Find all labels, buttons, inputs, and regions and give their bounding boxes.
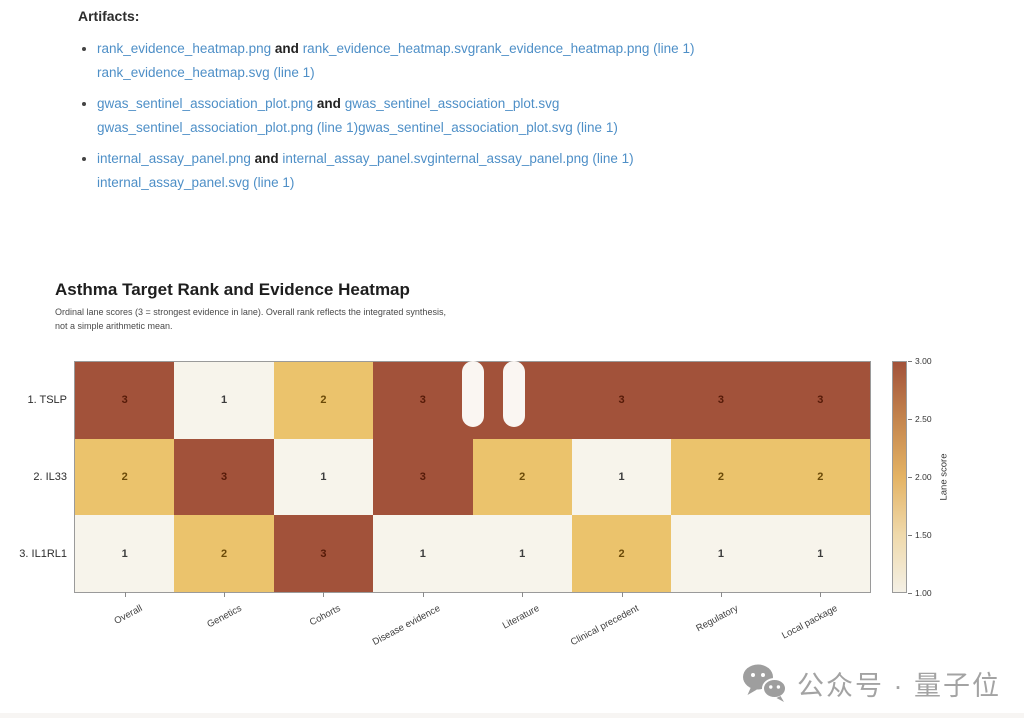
x-tick bbox=[522, 592, 524, 597]
chart-subtitle: Ordinal lane scores (3 = strongest evide… bbox=[55, 305, 446, 333]
heatmap-cell: 3 bbox=[373, 438, 473, 516]
conjunction-text: and bbox=[316, 96, 341, 111]
heatmap-cell: 3 bbox=[770, 362, 870, 439]
x-tick bbox=[124, 592, 126, 597]
artifact-item: gwas_sentinel_association_plot.png and g… bbox=[97, 92, 838, 140]
heatmap-plot: 312333332313212212311211 1. TSLP 2. IL33 3… bbox=[19, 361, 871, 648]
watermark: 公众号 · 量子位 bbox=[741, 662, 1001, 704]
heatmap-cell: 1 bbox=[472, 515, 572, 592]
conjunction-text: and bbox=[254, 151, 279, 166]
wechat-icon bbox=[743, 664, 787, 702]
artifacts-heading: Artifacts: bbox=[78, 8, 140, 24]
artifact-item: rank_evidence_heatmap.png and rank_evide… bbox=[97, 37, 838, 85]
colorbar-tick bbox=[908, 477, 912, 478]
chart-subtitle-line1: Ordinal lane scores (3 = strongest evide… bbox=[55, 307, 446, 317]
row-label: 3. IL1RL1 bbox=[19, 547, 67, 560]
artifacts-section: Artifacts: rank_evidence_heatmap.png and… bbox=[78, 8, 838, 202]
colorbar-tick bbox=[908, 593, 912, 594]
x-tick bbox=[720, 592, 722, 597]
x-tick bbox=[224, 592, 226, 597]
artifact-link-line2[interactable]: rank_evidence_heatmap.svg (line 1) bbox=[97, 65, 315, 80]
watermark-text: 公众号 · 量子位 bbox=[797, 670, 1001, 701]
heatmap-cell: 3 bbox=[273, 515, 374, 592]
chart-title: Asthma Target Rank and Evidence Heatmap bbox=[55, 280, 410, 299]
colorbar-label: Lane score bbox=[938, 453, 950, 501]
bottom-strip bbox=[0, 713, 1024, 718]
heatmap-cell: 2 bbox=[75, 438, 175, 516]
artifact-link-png[interactable]: internal_assay_panel.png bbox=[97, 151, 251, 166]
artifact-link-svg[interactable]: internal_assay_panel.svginternal_assay_p… bbox=[282, 151, 634, 166]
artifacts-list: rank_evidence_heatmap.png and rank_evide… bbox=[78, 37, 838, 195]
conjunction-text: and bbox=[274, 41, 299, 56]
heatmap-cell: 2 bbox=[671, 438, 771, 516]
chart-subtitle-line2: not a simple arithmetic mean. bbox=[55, 321, 173, 331]
artifact-link-svg[interactable]: rank_evidence_heatmap.svgrank_evidence_h… bbox=[302, 41, 695, 56]
heatmap-cell: 2 bbox=[273, 362, 374, 439]
x-tick bbox=[422, 592, 424, 597]
colorbar-tick-label: 2.50 bbox=[915, 414, 932, 424]
x-tick bbox=[323, 592, 325, 597]
colorbar-tick bbox=[908, 419, 912, 420]
artifact-link-line2[interactable]: gwas_sentinel_association_plot.png (line… bbox=[97, 120, 618, 135]
colorbar-tick-label: 3.00 bbox=[915, 356, 932, 366]
heatmap-cell: 1 bbox=[671, 515, 771, 592]
heatmap-cell: 2 bbox=[770, 438, 870, 516]
pause-bar bbox=[462, 361, 484, 427]
artifact-link-png[interactable]: gwas_sentinel_association_plot.png bbox=[97, 96, 314, 111]
x-tick bbox=[820, 592, 822, 597]
colorbar-tick-label: 1.50 bbox=[915, 530, 932, 540]
row-label: 2. IL33 bbox=[33, 471, 67, 483]
heatmap-grid: 312333332313212212311211 bbox=[75, 362, 870, 592]
artifact-item: internal_assay_panel.png and internal_as… bbox=[97, 147, 838, 195]
x-tick bbox=[621, 592, 623, 597]
heatmap-cell: 2 bbox=[174, 515, 274, 592]
heatmap-cell: 1 bbox=[273, 438, 374, 516]
colorbar-tick bbox=[908, 361, 912, 362]
heatmap-cell: 1 bbox=[174, 362, 274, 439]
heatmap-cell: 3 bbox=[174, 438, 274, 516]
heatmap-cell: 1 bbox=[571, 438, 672, 516]
heatmap-cell: 3 bbox=[75, 362, 175, 439]
heatmap-cell: 1 bbox=[770, 515, 870, 592]
heatmap-cell: 3 bbox=[671, 362, 771, 439]
pause-bar bbox=[503, 361, 525, 427]
colorbar-tick-label: 1.00 bbox=[915, 588, 932, 598]
heatmap-cell: 2 bbox=[472, 438, 572, 516]
colorbar bbox=[892, 361, 907, 593]
colorbar-tick bbox=[908, 535, 912, 536]
heatmap-cell: 1 bbox=[373, 515, 473, 592]
heatmap-cell: 3 bbox=[373, 362, 473, 439]
heatmap-cell: 2 bbox=[571, 515, 672, 592]
heatmap-cell: 1 bbox=[75, 515, 175, 592]
row-label: 1. TSLP bbox=[27, 394, 67, 407]
heatmap-cell: 3 bbox=[571, 362, 672, 439]
pause-icon[interactable] bbox=[462, 361, 525, 427]
artifact-link-png[interactable]: rank_evidence_heatmap.png bbox=[97, 41, 272, 56]
artifact-link-svg[interactable]: gwas_sentinel_association_plot.svg bbox=[344, 96, 560, 111]
artifact-link-line2[interactable]: internal_assay_panel.svg (line 1) bbox=[97, 175, 295, 190]
colorbar-tick-label: 2.00 bbox=[915, 472, 932, 482]
